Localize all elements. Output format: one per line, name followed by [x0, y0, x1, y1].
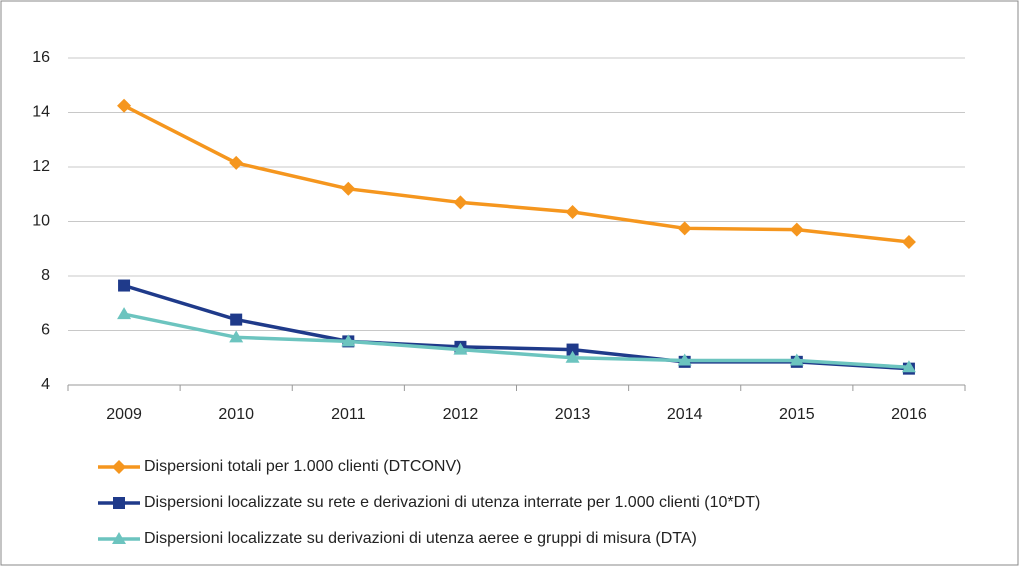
y-tick-label: 8: [41, 267, 50, 284]
y-tick-label: 10: [32, 213, 50, 230]
y-tick-label: 4: [41, 376, 50, 393]
x-tick-label: 2016: [891, 406, 927, 423]
series-line: [123, 104, 910, 244]
data-point: [230, 313, 243, 326]
data-point: [901, 234, 916, 249]
legend-marker: [113, 497, 125, 509]
legend-label: Dispersioni localizzate su derivazioni d…: [144, 530, 697, 547]
legend-label: Dispersioni localizzate su rete e deriva…: [144, 494, 760, 511]
data-point: [677, 221, 692, 236]
data-point: [117, 98, 132, 113]
data-point: [341, 181, 356, 196]
y-tick-label: 16: [32, 49, 50, 66]
x-tick-label: 2010: [218, 406, 254, 423]
legend-label: Dispersioni totali per 1.000 clienti (DT…: [144, 458, 461, 475]
x-tick-label: 2012: [443, 406, 479, 423]
data-point: [341, 334, 356, 347]
data-point: [565, 204, 580, 219]
y-tick-label: 14: [32, 104, 50, 121]
data-point: [453, 195, 468, 210]
legend-marker: [112, 532, 126, 544]
data-point: [453, 342, 468, 355]
data-point: [565, 350, 580, 363]
x-tick-label: 2015: [779, 406, 815, 423]
legend-marker: [112, 460, 126, 474]
x-tick-label: 2009: [106, 406, 142, 423]
data-point: [117, 307, 132, 320]
series-line: [123, 312, 910, 370]
y-tick-label: 12: [32, 158, 50, 175]
y-tick-label: 6: [41, 322, 50, 339]
data-point: [566, 343, 579, 356]
data-point: [118, 279, 131, 292]
data-point: [677, 353, 692, 366]
x-tick-label: 2011: [331, 406, 366, 423]
data-point: [229, 155, 244, 170]
data-point: [229, 330, 244, 343]
x-tick-label: 2013: [555, 406, 591, 423]
data-point: [901, 360, 916, 373]
data-point: [789, 222, 804, 237]
data-point: [789, 353, 804, 366]
x-tick-label: 2014: [667, 406, 703, 423]
